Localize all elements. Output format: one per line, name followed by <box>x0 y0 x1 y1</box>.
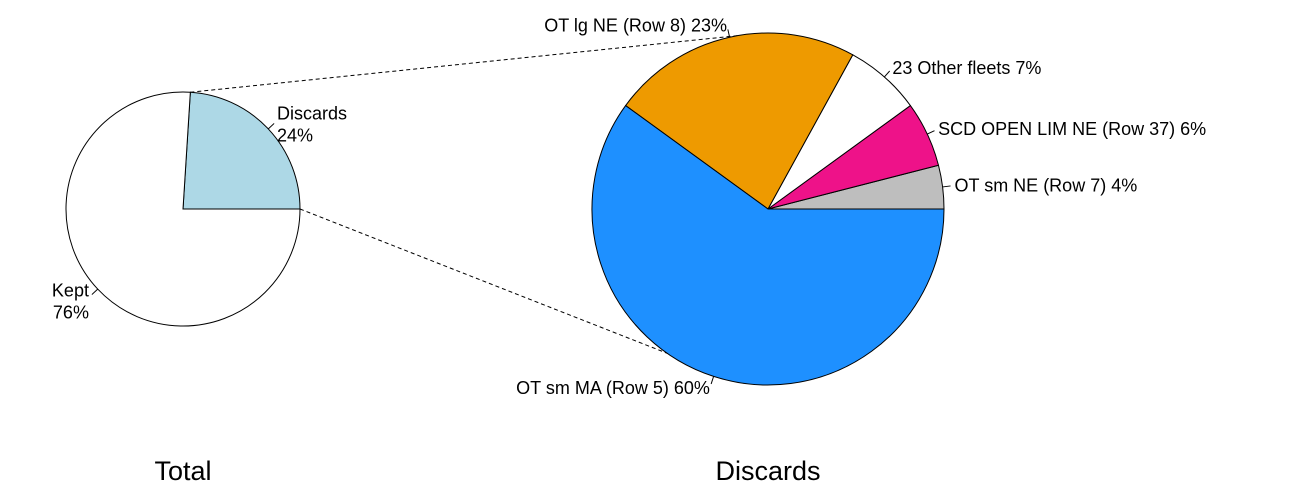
pie-slice-ot-sm-ma-row-5-60 <box>591 104 945 386</box>
pie-label-scd-open-lim-ne-row-37-6: SCD OPEN LIM NE (Row 37) 6% <box>938 119 1206 139</box>
pie-label-23-other-fleets-7: 23 Other fleets 7% <box>892 58 1041 78</box>
pie-label-tick <box>727 29 731 38</box>
pie-label-tick <box>942 185 951 188</box>
pie-label-tick <box>267 123 275 130</box>
pie-label-ot-sm-ma-row-5-60: OT sm MA (Row 5) 60% <box>516 378 710 398</box>
pie-discards: OT sm NE (Row 7) 4% SCD OPEN LIM NE (Row … <box>516 16 1206 398</box>
connector-lower <box>299 208 744 384</box>
connector-upper <box>190 35 738 93</box>
pie-total: Discards 24% Kept 76% <box>52 91 347 327</box>
connector-lines <box>190 35 744 384</box>
pie-label-tick <box>884 70 891 78</box>
pie-slice-discards <box>182 91 301 210</box>
pie-label-ot-sm-ne-row-7-4: OT sm NE (Row 7) 4% <box>955 175 1138 195</box>
pie-label-tick <box>91 288 99 295</box>
pie-label-tick <box>927 130 935 135</box>
pie-label-discards: Discards 24% <box>277 104 347 146</box>
pie-label-ot-lg-ne-row-8-23: OT lg NE (Row 8) 23% <box>544 16 727 36</box>
pie-title-total: Total <box>154 456 211 486</box>
pie-label-kept: Kept 76% <box>52 280 89 322</box>
pie-title-discards: Discards <box>715 456 820 486</box>
pie-label-tick <box>710 376 715 385</box>
